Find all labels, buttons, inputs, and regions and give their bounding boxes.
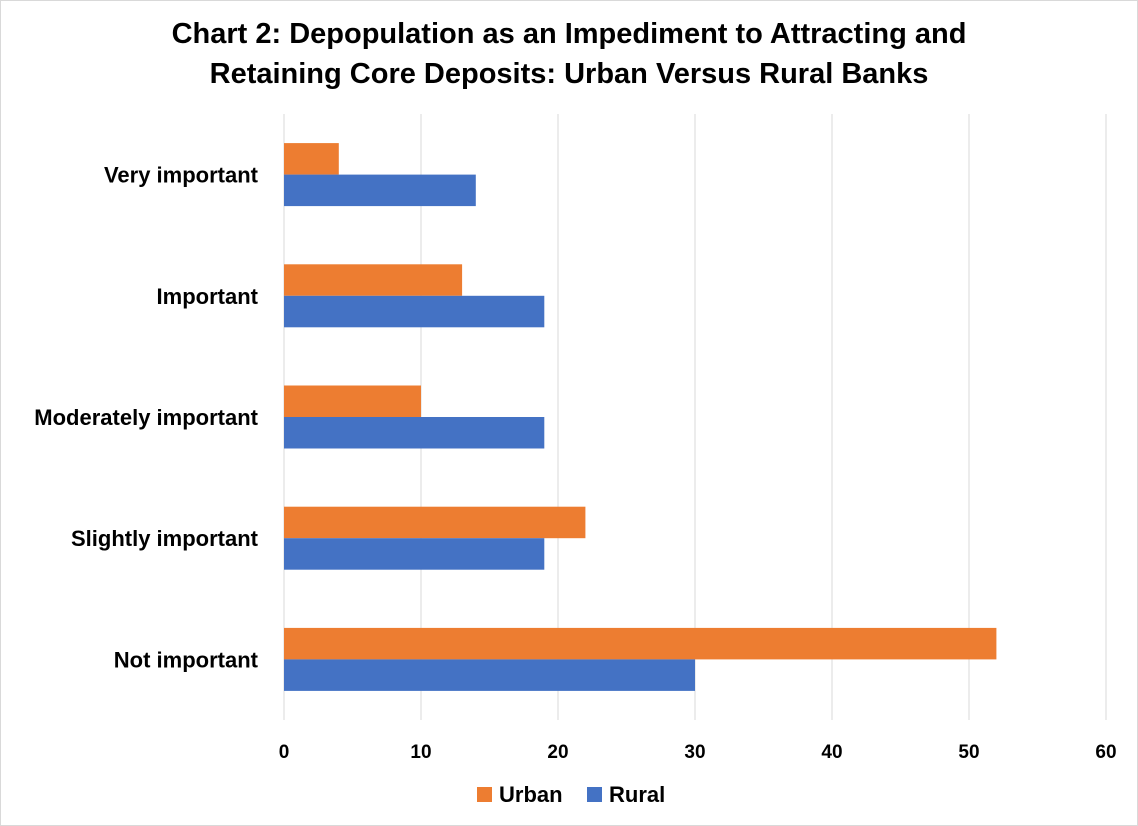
bar-urban-very-important (284, 143, 339, 175)
bar-rural-very-important (284, 174, 476, 207)
bar-urban-moderately-important (284, 385, 421, 417)
x-tick-label: 30 (684, 742, 705, 763)
legend-swatch-urban (477, 787, 492, 802)
x-tick-label: 10 (410, 742, 431, 763)
bar-urban-important (284, 264, 463, 296)
x-axis-tick-labels: 0 10 20 30 40 50 60 (279, 742, 1117, 763)
chart-title-line-2: Retaining Core Deposits: Urban Versus Ru… (209, 58, 929, 90)
category-label: Not important (114, 647, 259, 672)
legend: Urban Rural (477, 782, 665, 807)
chart-title: Chart 2: Depopulation as an Impediment t… (0, 14, 1138, 94)
category-label: Moderately important (34, 405, 258, 430)
x-tick-label: 0 (279, 742, 290, 763)
x-tick-label: 50 (958, 742, 979, 763)
category-label: Very important (104, 163, 259, 188)
category-label: Important (157, 284, 259, 309)
bar-rural-moderately-important (284, 417, 545, 449)
bars (284, 143, 997, 691)
legend-label-urban: Urban (499, 782, 563, 807)
bar-rural-slightly-important (284, 538, 545, 570)
category-label: Slightly important (71, 526, 259, 551)
legend-label-rural: Rural (609, 782, 665, 807)
bar-rural-important (284, 295, 545, 328)
legend-swatch-rural (587, 787, 602, 802)
bar-urban-not-important (284, 627, 997, 660)
bar-urban-slightly-important (284, 506, 586, 539)
category-labels: Very important Important Moderately import… (34, 163, 258, 673)
x-tick-label: 40 (821, 742, 842, 763)
x-tick-label: 60 (1095, 742, 1116, 763)
chart-title-line-1: Chart 2: Depopulation as an Impediment t… (171, 18, 967, 50)
x-tick-label: 20 (547, 742, 568, 763)
bar-rural-not-important (284, 659, 695, 691)
gridlines (283, 114, 1107, 720)
